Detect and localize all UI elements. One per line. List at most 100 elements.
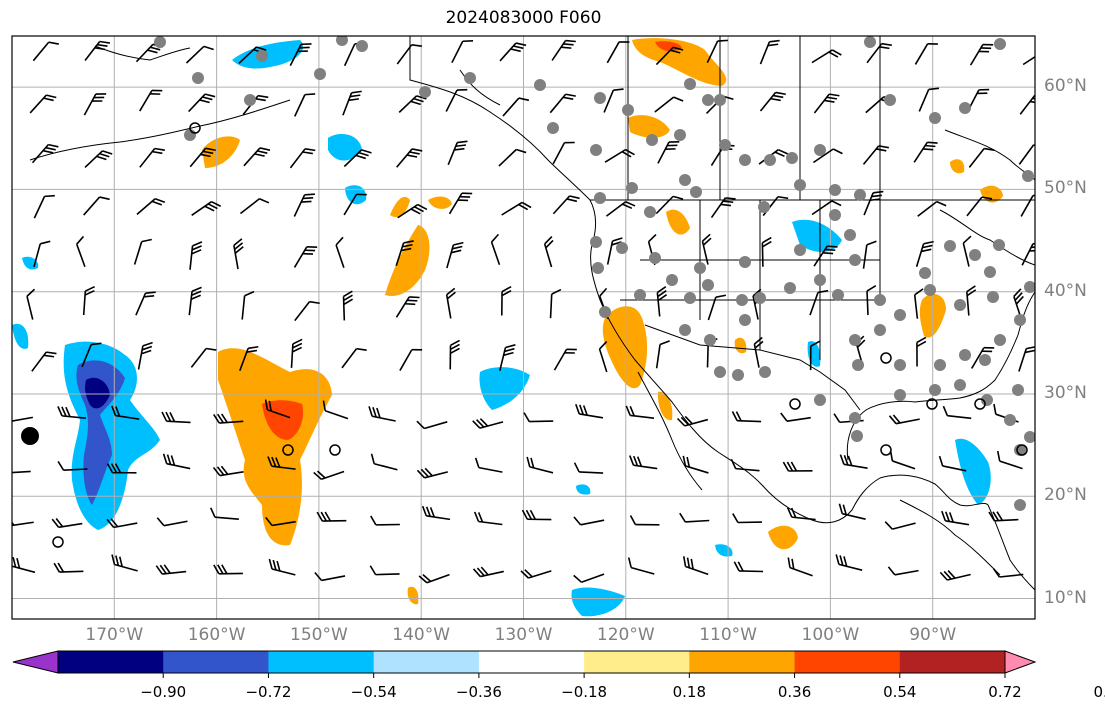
wind-barb — [813, 245, 838, 267]
wind-barb — [135, 291, 156, 316]
station-dot — [786, 152, 798, 164]
wind-barb — [759, 39, 780, 65]
wind-barb — [573, 516, 605, 526]
wind-barb — [421, 505, 451, 521]
station-dot — [1024, 431, 1035, 443]
station-dot — [594, 92, 606, 104]
wind-barb — [395, 296, 420, 318]
shading-layer — [12, 38, 1003, 617]
wind-barb — [490, 233, 501, 265]
station-dot — [314, 68, 326, 80]
station-dot — [702, 94, 714, 106]
station-dot — [759, 366, 771, 378]
station-dot — [736, 294, 748, 306]
station-dot — [590, 236, 602, 248]
wind-barb — [239, 198, 270, 215]
wind-barb — [106, 463, 137, 474]
wind-barb — [473, 511, 503, 526]
wind-barb — [57, 461, 88, 471]
wind-barb — [502, 97, 530, 117]
wind-barb — [190, 347, 217, 368]
station-dot — [874, 324, 886, 336]
wind-barb — [526, 456, 554, 474]
colorbar-segment — [58, 651, 164, 673]
station-dot — [702, 279, 714, 291]
wind-barb — [268, 558, 296, 576]
wind-barb — [213, 564, 243, 575]
wind-barb — [753, 336, 764, 368]
wind-barb — [188, 93, 216, 113]
wind-barb — [32, 41, 59, 62]
wind-barb — [265, 516, 296, 527]
wind-barb — [866, 285, 877, 316]
station-dot — [929, 384, 941, 396]
wind-barb — [761, 236, 772, 267]
wind-barb — [863, 190, 884, 216]
wind-barb — [209, 507, 239, 520]
wind-barb — [51, 518, 83, 529]
colorbar-tick-label: 0.54 — [883, 683, 917, 701]
wind-barb — [445, 88, 468, 112]
wind-barb — [83, 196, 110, 216]
wind-barb — [812, 148, 843, 164]
station-dot — [649, 252, 661, 264]
wind-barb — [606, 41, 630, 64]
wind-barb — [969, 43, 994, 66]
wind-barb — [342, 290, 354, 321]
station-dot — [894, 309, 906, 321]
wind-barb — [335, 236, 345, 268]
wind-barb — [888, 414, 920, 425]
wind-barb — [370, 515, 400, 526]
wind-barb — [293, 246, 318, 268]
wind-barb — [290, 338, 303, 368]
station-dot — [704, 334, 716, 346]
wind-barb — [786, 507, 816, 521]
station-dot — [714, 366, 726, 378]
wind-barb — [780, 412, 811, 422]
wind-barb — [598, 341, 608, 373]
station-dot — [626, 182, 638, 194]
station-dot — [666, 274, 678, 286]
wind-barb — [451, 40, 474, 64]
station-dot — [719, 139, 731, 151]
wind-barb — [914, 42, 938, 65]
longitude-label: 100°W — [801, 625, 860, 645]
station-dot — [993, 239, 1005, 251]
station-dot — [994, 38, 1006, 50]
wind-barb — [474, 457, 503, 473]
station-dot — [844, 229, 856, 241]
wind-barb — [448, 192, 473, 215]
gridlines — [12, 36, 1035, 619]
wind-barb — [26, 288, 36, 320]
wind-barb — [884, 521, 916, 530]
wind-barb — [1018, 345, 1035, 372]
station-dot — [1012, 384, 1024, 396]
station-dot — [984, 266, 996, 278]
wind-barb — [33, 240, 51, 268]
wind-barb — [967, 88, 990, 112]
colorbar-tick-label: 0.36 — [777, 683, 812, 701]
wind-barb — [862, 145, 890, 165]
wind-barb — [706, 39, 728, 64]
wind-barb — [552, 141, 575, 165]
wind-barb — [139, 147, 165, 168]
station-dot — [959, 102, 971, 114]
station-markers — [21, 36, 1035, 548]
calm-circle — [1016, 444, 1028, 456]
station-dot — [894, 389, 906, 401]
latitude-label: 10°N — [1044, 587, 1087, 608]
wind-barb — [941, 510, 970, 526]
wind-barb — [239, 345, 259, 372]
station-dot — [981, 394, 993, 406]
wind-barb — [809, 289, 829, 316]
wind-barb — [654, 96, 684, 113]
wind-barb — [942, 405, 972, 420]
station-dot — [547, 122, 559, 134]
wind-barb — [543, 236, 554, 268]
station-dot — [969, 249, 981, 261]
colorbar-segment — [478, 651, 585, 673]
wind-barb — [707, 294, 727, 321]
wind-barb — [604, 148, 635, 163]
station-dot — [832, 289, 844, 301]
wind-barb — [1018, 144, 1035, 165]
